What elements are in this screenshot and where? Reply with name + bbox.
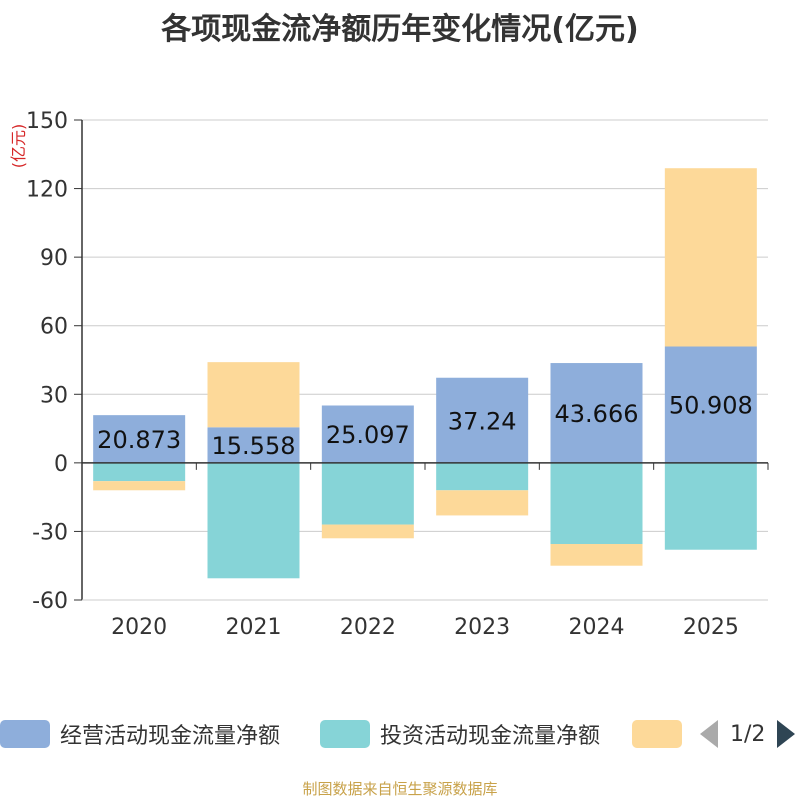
bar-investing-2025 — [664, 462, 757, 550]
bar-operating-2024 — [550, 363, 643, 463]
legend-label-investing: 投资活动现金流量净额 — [380, 724, 601, 749]
legend-next-page-icon[interactable] — [777, 720, 796, 748]
data-label: 37.24 — [448, 407, 517, 435]
bar-operating-2022 — [321, 405, 414, 463]
y-axis-label: (亿元) — [9, 124, 28, 169]
data-label: 43.666 — [555, 400, 639, 428]
x-tick-label: 2023 — [454, 615, 510, 640]
y-tick-label: 90 — [40, 246, 68, 271]
bar-financing-2023 — [436, 490, 529, 516]
bar-investing-2020 — [93, 462, 186, 482]
chart-title: 各项现金流净额历年变化情况(亿元) — [161, 12, 639, 47]
bar-operating-2020 — [93, 415, 186, 463]
legend-pager: 1/2 — [700, 712, 796, 756]
legend-swatch-financing — [632, 720, 682, 748]
chart-plot: 150 120 90 60 30 0 -30 -60 (亿元) 20.873 15.558 25.09… — [9, 109, 769, 640]
y-tick-label: 150 — [26, 109, 68, 134]
y-tick-label: 0 — [54, 452, 68, 477]
data-label: 15.558 — [212, 432, 296, 460]
y-tick-label: 60 — [40, 315, 68, 340]
legend-swatch-investing — [320, 720, 370, 748]
y-tick-label: -60 — [32, 589, 68, 614]
x-tick-label: 2024 — [569, 615, 625, 640]
legend-page-indicator: 1/2 — [730, 721, 766, 747]
bar-operating-2021 — [207, 427, 300, 463]
legend-swatch-operating — [0, 720, 50, 748]
bar-financing-2021 — [207, 362, 300, 428]
bar-investing-2022 — [321, 462, 414, 525]
bar-investing-2021 — [207, 462, 300, 579]
legend-item-financing[interactable] — [632, 712, 682, 756]
y-tick-label: 120 — [26, 178, 68, 203]
legend-item-investing[interactable]: 投资活动现金流量净额 — [320, 712, 600, 756]
source-note: 制图数据来自恒生聚源数据库 — [302, 780, 498, 798]
legend-prev-page-icon[interactable] — [700, 720, 718, 748]
x-tick-label: 2020 — [111, 615, 167, 640]
y-tick-label: -30 — [32, 520, 68, 545]
bar-financing-2025 — [664, 168, 757, 347]
data-label: 50.908 — [669, 392, 753, 420]
bar-financing-2024 — [550, 544, 643, 566]
bar-financing-2020 — [93, 481, 186, 491]
data-label: 25.097 — [326, 421, 410, 449]
bar-investing-2023 — [436, 462, 529, 491]
bar-financing-2022 — [321, 524, 414, 539]
x-tick-label: 2021 — [226, 615, 282, 640]
x-tick-label: 2025 — [683, 615, 739, 640]
y-tick-label: 30 — [40, 383, 68, 408]
bar-operating-2023 — [436, 377, 529, 463]
bar-investing-2024 — [550, 462, 643, 544]
legend-item-operating[interactable]: 经营活动现金流量净额 — [0, 712, 280, 756]
x-tick-label: 2022 — [340, 615, 396, 640]
bar-operating-2025 — [664, 346, 757, 463]
legend: 经营活动现金流量净额 投资活动现金流量净额 1/2 — [0, 712, 800, 756]
data-label: 20.873 — [97, 426, 181, 454]
legend-label-operating: 经营活动现金流量净额 — [60, 724, 281, 749]
